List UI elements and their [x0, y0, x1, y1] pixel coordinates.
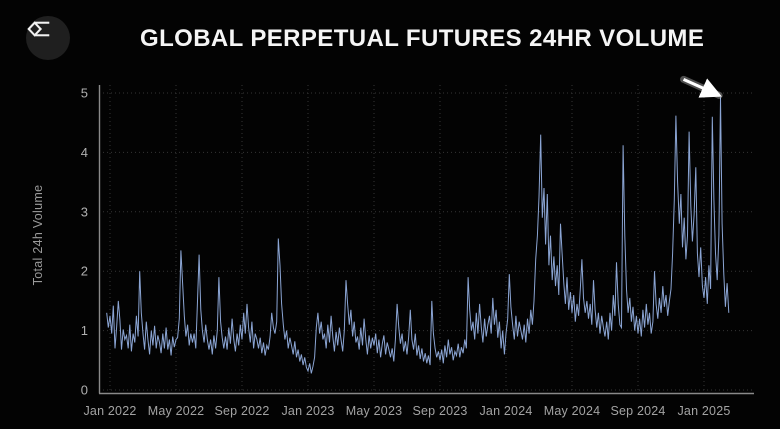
x-tick-label: Jan 2024	[479, 404, 532, 418]
x-tick-label: Sep 2022	[214, 404, 269, 418]
x-tick-label: Jan 2023	[281, 404, 334, 418]
y-tick-label: 3	[81, 204, 88, 219]
x-tick-label: May 2024	[544, 404, 601, 418]
sigma-diamond-logo-icon	[27, 21, 50, 37]
y-tick-label: 2	[81, 264, 88, 279]
y-tick-label: 5	[81, 86, 88, 101]
page-title: GLOBAL PERPETUAL FUTURES 24HR VOLUME	[140, 25, 705, 52]
y-tick-label: 4	[81, 145, 88, 160]
brand-logo	[26, 16, 70, 60]
annotation-arrow-icon	[682, 77, 722, 98]
x-tick-label: Jan 2022	[83, 404, 136, 418]
volume-series-line	[106, 97, 730, 374]
x-tick-label: Sep 2024	[610, 404, 665, 418]
y-tick-label: 1	[81, 323, 88, 338]
x-tick-label: May 2023	[346, 404, 403, 418]
x-tick-label: May 2022	[148, 404, 205, 418]
y-tick-label: 0	[81, 383, 88, 398]
x-tick-label: Sep 2023	[412, 404, 467, 418]
x-tick-label: Jan 2025	[677, 404, 730, 418]
